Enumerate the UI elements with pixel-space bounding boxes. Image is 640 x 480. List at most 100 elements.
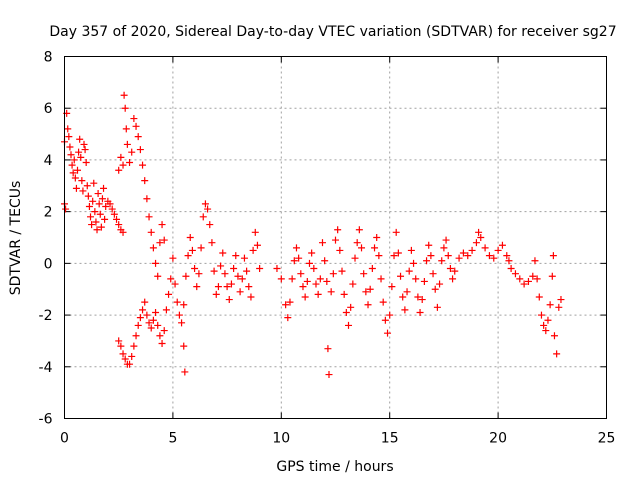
data-point <box>371 244 379 252</box>
data-point <box>340 290 348 298</box>
data-point <box>227 280 235 288</box>
data-point <box>494 246 502 254</box>
data-point <box>308 249 316 257</box>
data-point <box>123 140 131 148</box>
data-point <box>524 277 532 285</box>
data-point <box>253 241 261 249</box>
data-point <box>171 280 179 288</box>
data-point <box>156 332 164 340</box>
data-point <box>353 239 361 247</box>
data-point <box>238 275 246 283</box>
x-tick-label: 25 <box>598 431 616 447</box>
data-point <box>91 208 99 216</box>
data-point <box>485 252 493 260</box>
data-point <box>533 275 541 283</box>
data-point <box>81 146 89 154</box>
data-point <box>197 244 205 252</box>
data-point <box>72 184 80 192</box>
data-point <box>165 290 173 298</box>
data-point <box>449 275 457 283</box>
data-point <box>96 210 104 218</box>
data-point <box>169 254 177 262</box>
data-point <box>412 275 420 283</box>
data-point <box>217 262 225 270</box>
data-point <box>451 267 459 275</box>
data-point <box>440 244 448 252</box>
data-point <box>206 221 214 229</box>
data-point <box>225 296 233 304</box>
data-point <box>83 182 91 190</box>
data-point <box>373 234 381 241</box>
data-point <box>88 221 96 229</box>
data-point <box>93 226 101 234</box>
data-point <box>531 257 539 265</box>
data-point <box>429 270 437 278</box>
data-point <box>117 153 125 161</box>
data-point <box>388 283 396 291</box>
data-point <box>347 303 355 311</box>
y-tick-label: 4 <box>44 153 53 169</box>
data-point <box>550 332 558 340</box>
y-tick-label: 0 <box>44 256 53 272</box>
data-point <box>186 234 194 241</box>
data-point <box>314 290 322 298</box>
data-point <box>132 122 140 130</box>
data-point <box>444 252 452 260</box>
data-point <box>336 246 344 254</box>
data-point <box>303 277 311 285</box>
data-point <box>366 285 374 293</box>
data-point <box>130 115 138 123</box>
data-point <box>110 210 118 218</box>
data-point <box>66 143 74 151</box>
data-point <box>64 125 72 133</box>
data-point <box>221 270 229 278</box>
data-point <box>84 192 92 200</box>
data-point <box>199 213 207 221</box>
y-tick-label: 8 <box>44 50 53 66</box>
data-point <box>397 272 405 280</box>
data-point <box>76 135 84 143</box>
data-point <box>100 184 108 192</box>
data-point <box>364 301 372 309</box>
x-axis-label: GPS time / hours <box>276 459 393 475</box>
data-point <box>90 179 98 187</box>
data-point <box>75 148 83 156</box>
data-point <box>214 283 222 291</box>
data-point <box>318 239 326 247</box>
data-point <box>305 259 313 267</box>
data-point <box>472 239 480 247</box>
data-point <box>436 280 444 288</box>
data-point <box>316 275 324 283</box>
data-point <box>71 174 79 182</box>
data-point <box>173 298 181 306</box>
data-point <box>108 205 116 213</box>
data-point <box>301 293 309 301</box>
data-point <box>540 321 548 329</box>
data-point <box>95 200 103 208</box>
data-point <box>407 246 415 254</box>
data-point <box>273 265 281 273</box>
data-point <box>119 228 127 236</box>
data-point <box>399 293 407 301</box>
data-point <box>79 187 87 195</box>
data-point <box>120 91 128 99</box>
data-point <box>324 345 332 353</box>
data-point <box>282 301 290 309</box>
data-point <box>535 293 543 301</box>
data-point <box>251 228 259 236</box>
data-point <box>292 244 300 252</box>
data-point <box>277 275 285 283</box>
data-point <box>325 371 333 379</box>
data-point <box>67 151 75 159</box>
data-point <box>70 156 78 164</box>
data-point <box>145 213 153 221</box>
data-point <box>433 303 441 311</box>
x-tick-label: 0 <box>60 431 69 447</box>
data-point <box>542 327 550 335</box>
data-point <box>115 221 123 229</box>
chart-title: Day 357 of 2020, Sidereal Day-to-day VTE… <box>49 24 616 40</box>
data-point <box>351 254 359 262</box>
data-point <box>167 275 175 283</box>
data-point <box>158 221 166 229</box>
